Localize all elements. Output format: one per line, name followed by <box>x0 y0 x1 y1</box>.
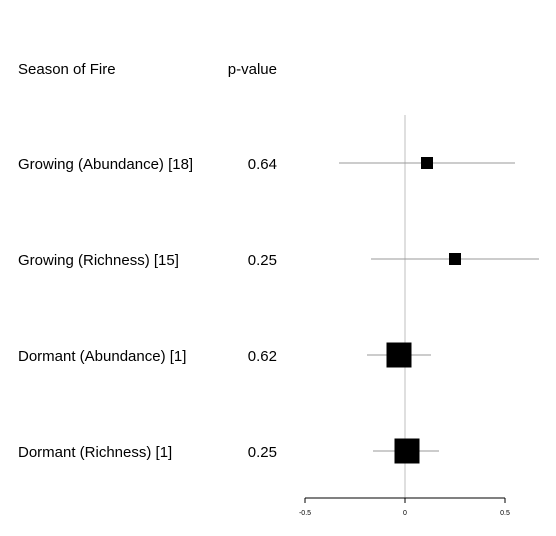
row-label: Growing (Abundance) [18] <box>18 156 193 173</box>
estimate-marker <box>449 253 461 265</box>
row-label: Dormant (Richness) [1] <box>18 444 172 461</box>
x-tick-label: 0.5 <box>500 510 510 517</box>
row-label: Growing (Richness) [15] <box>18 252 179 269</box>
row-label: Dormant (Abundance) [1] <box>18 348 186 365</box>
estimate-marker <box>421 157 433 169</box>
estimate-marker <box>386 342 412 368</box>
plot-marks: Growing (Abundance) [18] 0.64 Growing (Ric… <box>18 115 539 517</box>
x-tick-label: 0 <box>403 510 407 517</box>
estimate-marker <box>394 438 420 464</box>
row-pvalue: 0.64 <box>248 156 277 173</box>
row-pvalue: 0.62 <box>248 348 277 365</box>
column-header-pvalue: p-value <box>228 61 277 78</box>
row-pvalue: 0.25 <box>248 252 277 269</box>
column-header-season: Season of Fire <box>18 61 116 78</box>
x-tick-label: -0.5 <box>299 510 311 517</box>
row-pvalue: 0.25 <box>248 444 277 461</box>
